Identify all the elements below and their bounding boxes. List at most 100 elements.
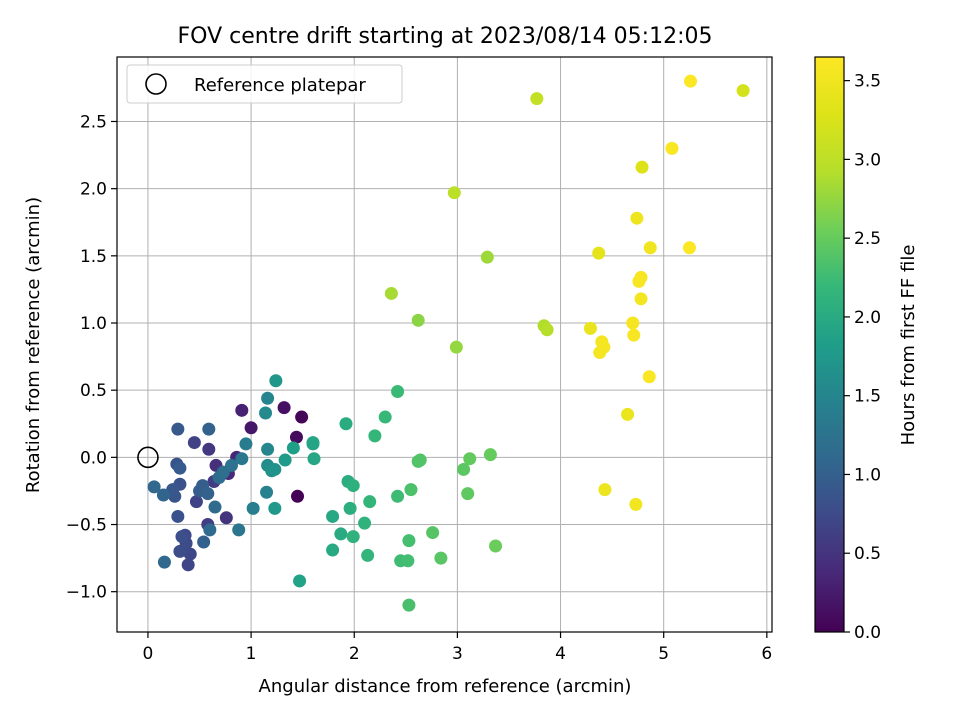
data-point [326,509,340,523]
data-point [268,462,282,476]
colorbar-tick-label: 2.5 [854,229,881,249]
data-point [197,535,211,549]
colorbar-frame [814,56,845,633]
data-point [629,497,643,511]
data-point [239,437,253,451]
data-point [449,340,463,354]
data-point [634,292,648,306]
data-point [306,436,320,450]
colorbar-label: Hours from first FF file [898,245,919,446]
data-point [489,539,503,553]
data-point [202,422,216,436]
legend: Reference platepar [126,64,403,104]
data-point [183,547,197,561]
data-point [346,479,360,493]
data-point [627,328,641,342]
data-point [626,316,640,330]
data-point [635,160,649,174]
y-tick-label: 2.0 [80,180,107,200]
y-tick-label: 2.5 [80,112,107,132]
colorbar-ticks: 0.0 0.5 1.0 1.5 2.0 2.5 3.0 3.5 [844,72,881,643]
data-point [235,452,249,466]
data-point [583,321,597,335]
data-point [307,452,321,466]
data-point [244,421,258,435]
data-point [208,500,222,514]
y-tick-label: 1.5 [80,247,107,267]
data-point [411,313,425,327]
data-point [404,483,418,497]
data-point [224,458,238,472]
data-point [368,429,382,443]
data-point [684,74,698,88]
colorbar: 0.0 0.5 1.0 1.5 2.0 2.5 3.0 3.5 Hours from firs… [814,56,919,643]
data-points [147,74,750,612]
legend-marker-icon [145,73,167,95]
y-tick-label: −0.5 [66,516,107,536]
data-point [175,530,189,544]
data-point [530,92,544,106]
data-point [682,241,696,255]
x-axis-label: Angular distance from reference (arcmin) [259,676,632,697]
data-point [642,370,656,384]
data-point [483,448,497,462]
data-point [259,406,273,420]
colorbar-tick-label: 0.5 [854,544,881,564]
data-point [202,442,216,456]
data-point [665,141,679,155]
data-point [203,523,217,537]
data-point [361,548,375,562]
data-point [147,480,161,494]
data-point [463,452,477,466]
data-point [426,526,440,540]
data-point [289,430,303,444]
x-tick-label: 4 [555,644,566,664]
data-point [447,186,461,200]
data-point [402,598,416,612]
data-point [391,489,405,503]
colorbar-tick-label: 3.5 [854,72,881,92]
colorbar-tick-label: 2.0 [854,308,881,328]
data-point [277,401,291,415]
colorbar-tick-label: 1.5 [854,387,881,407]
colorbar-tick-label: 3.0 [854,150,881,170]
data-point [201,487,215,501]
data-point [643,241,657,255]
data-point [286,441,300,455]
data-point [334,527,348,541]
data-point [480,250,494,264]
data-point [346,530,360,544]
data-point [630,211,644,225]
y-axis-ticks: −1.0 −0.5 0.0 0.5 1.0 1.5 2.0 2.5 [66,112,117,603]
chart-title: FOV centre drift starting at 2023/08/14 … [178,24,713,49]
data-point [540,323,554,337]
data-point [187,436,201,450]
data-point [269,374,283,388]
data-point [434,551,448,565]
data-point [173,544,187,558]
x-tick-label: 2 [349,644,360,664]
y-tick-label: 0.5 [80,381,107,401]
data-point [268,501,282,515]
data-point [261,442,275,456]
data-point [339,417,353,431]
data-point [363,495,377,509]
x-tick-label: 1 [246,644,257,664]
y-tick-label: −1.0 [66,583,107,603]
legend-label: Reference platepar [194,75,366,96]
data-point [293,574,307,588]
data-point [171,422,185,436]
data-point [156,488,170,502]
data-point [343,501,357,515]
data-point [326,543,340,557]
data-point [181,558,195,572]
data-point [402,534,416,548]
grid [117,57,772,632]
colorbar-tick-label: 1.0 [854,465,881,485]
y-tick-label: 0.0 [80,448,107,468]
y-axis-label: Rotation from reference (arcmin) [23,197,44,493]
data-point [391,385,405,399]
legend-box [126,64,403,104]
data-point [157,555,171,569]
